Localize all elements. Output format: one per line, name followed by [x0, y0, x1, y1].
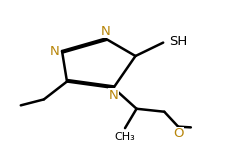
Text: O: O [173, 127, 183, 140]
Text: N: N [50, 45, 60, 58]
Text: CH₃: CH₃ [115, 132, 135, 142]
Text: SH: SH [169, 35, 187, 48]
Text: N: N [109, 89, 118, 102]
Text: N: N [100, 25, 110, 38]
